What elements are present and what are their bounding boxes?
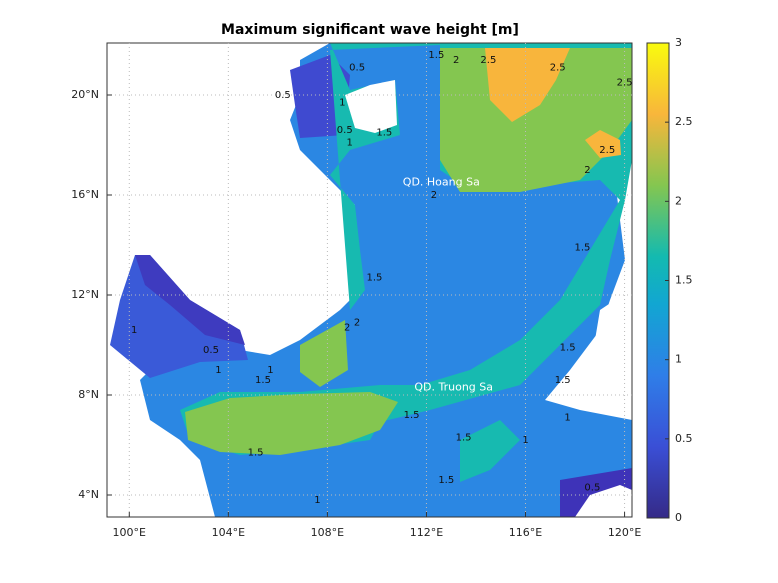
- sea-2m-north: [440, 48, 632, 192]
- contour-label: 1.5: [456, 433, 472, 444]
- borneo: [575, 485, 632, 517]
- contour-label: 1.5: [404, 410, 420, 421]
- contour-label: 1: [564, 413, 570, 424]
- colorbar-tick-label: 1.5: [675, 274, 693, 287]
- contour-label: 1.5: [555, 375, 571, 386]
- contour-label: 1: [314, 495, 320, 506]
- contour-label: 1: [215, 365, 221, 376]
- contour-label: 2.5: [617, 78, 633, 89]
- annotation: QD. Hoang Sa: [403, 176, 480, 189]
- hainan: [345, 80, 397, 133]
- contour-label: 1: [522, 435, 528, 446]
- x-tick-label: 104°E: [212, 526, 245, 539]
- contour-label: 0.5: [275, 90, 291, 101]
- contour-label: 0.5: [584, 483, 600, 494]
- contour-label: 2.5: [599, 145, 615, 156]
- x-tick-label: 116°E: [509, 526, 542, 539]
- x-tick-label: 112°E: [410, 526, 443, 539]
- wave-field: [110, 43, 632, 517]
- contour-label: 1: [347, 138, 353, 149]
- y-tick-label: 4°N: [78, 488, 99, 501]
- contour-label: 2: [354, 318, 360, 329]
- colorbar-tick-label: 2: [675, 194, 682, 207]
- contour-label: 2: [584, 165, 590, 176]
- contour-label: 2.5: [480, 55, 496, 66]
- colorbar-tick-label: 2.5: [675, 115, 693, 128]
- contour-label: 1: [267, 365, 273, 376]
- contour-label: 1.5: [366, 273, 382, 284]
- y-tick-label: 12°N: [71, 288, 99, 301]
- x-tick-label: 100°E: [113, 526, 146, 539]
- contour-label: 0.5: [203, 345, 219, 356]
- contour-label: 2: [344, 323, 350, 334]
- contour-label: 2.5: [550, 63, 566, 74]
- annotation: QD. Truong Sa: [414, 381, 493, 394]
- contour-label: 2: [431, 190, 437, 201]
- y-tick-label: 16°N: [71, 188, 99, 201]
- y-tick-label: 8°N: [78, 388, 99, 401]
- gulf-thailand: [110, 255, 248, 378]
- philippines: [590, 280, 632, 410]
- contour-label: 1.5: [248, 448, 264, 459]
- contour-label: 1.5: [428, 50, 444, 61]
- colorbar-tick-label: 0: [675, 511, 682, 524]
- gulf-thailand-low: [135, 255, 245, 345]
- contour-label: 1.5: [438, 475, 454, 486]
- sea-2m-south: [185, 392, 398, 455]
- colorbar-tick-label: 1: [675, 353, 682, 366]
- contour-label: 1.5: [255, 375, 271, 386]
- contour-label: 1: [339, 98, 345, 109]
- contour-label: 1.5: [560, 343, 576, 354]
- contour-label: 0.5: [337, 125, 353, 136]
- x-tick-label: 120°E: [608, 526, 641, 539]
- contour-label: 1: [131, 325, 137, 336]
- contour-label: 1.5: [575, 243, 591, 254]
- sea-2-5m-east: [585, 130, 621, 158]
- contour-label: 0.5: [349, 63, 365, 74]
- contour-label: 1.5: [376, 128, 392, 139]
- sea-2-5m: [485, 48, 570, 122]
- chart-title: Maximum significant wave height [m]: [221, 22, 519, 38]
- sea-2m-coast: [300, 320, 348, 387]
- contour-label: 2: [453, 55, 459, 66]
- sea-1-5m-borneo: [460, 420, 520, 482]
- x-tick-label: 108°E: [311, 526, 344, 539]
- colorbar-tick-label: 0.5: [675, 432, 693, 445]
- y-tick-label: 20°N: [71, 88, 99, 101]
- plot-frame: [106, 42, 633, 518]
- colorbar-tick-label: 3: [675, 36, 682, 49]
